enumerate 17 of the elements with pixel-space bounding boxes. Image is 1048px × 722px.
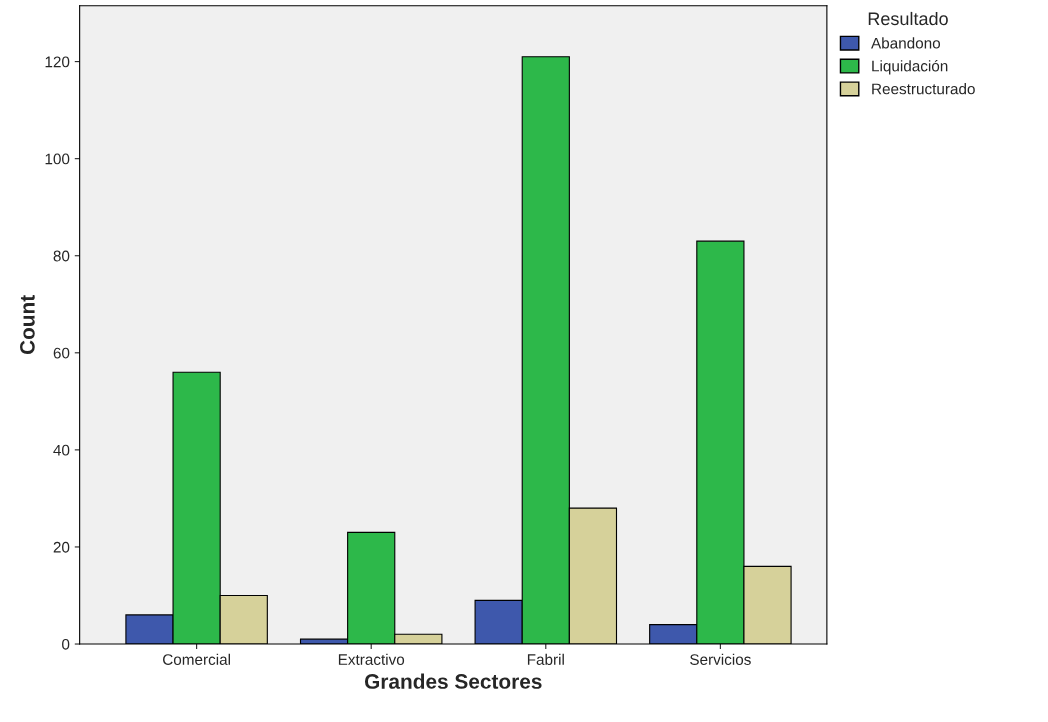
- x-tick-label: Extractivo: [338, 653, 405, 665]
- legend-title: Resultado: [868, 11, 948, 26]
- y-tick-label: 60: [53, 347, 70, 359]
- x-axis-title: Grandes Sectores: [364, 673, 542, 689]
- y-tick-label: 80: [53, 250, 70, 262]
- legend-label: Reestructurado: [872, 83, 975, 95]
- y-tick-label: 40: [53, 444, 70, 456]
- legend-label: Abandono: [871, 37, 941, 49]
- y-tick-label: 20: [53, 541, 70, 553]
- y-tick-label: 0: [62, 638, 70, 650]
- y-tick-label: 120: [45, 56, 70, 68]
- x-tick-label: Comercial: [163, 653, 230, 665]
- legend-label: Liquidación: [872, 60, 948, 75]
- y-tick-label: 100: [45, 153, 70, 165]
- y-axis-title: Count: [20, 295, 35, 355]
- x-tick-label: Servicios: [690, 653, 751, 665]
- x-tick-label: Fabril: [527, 653, 564, 665]
